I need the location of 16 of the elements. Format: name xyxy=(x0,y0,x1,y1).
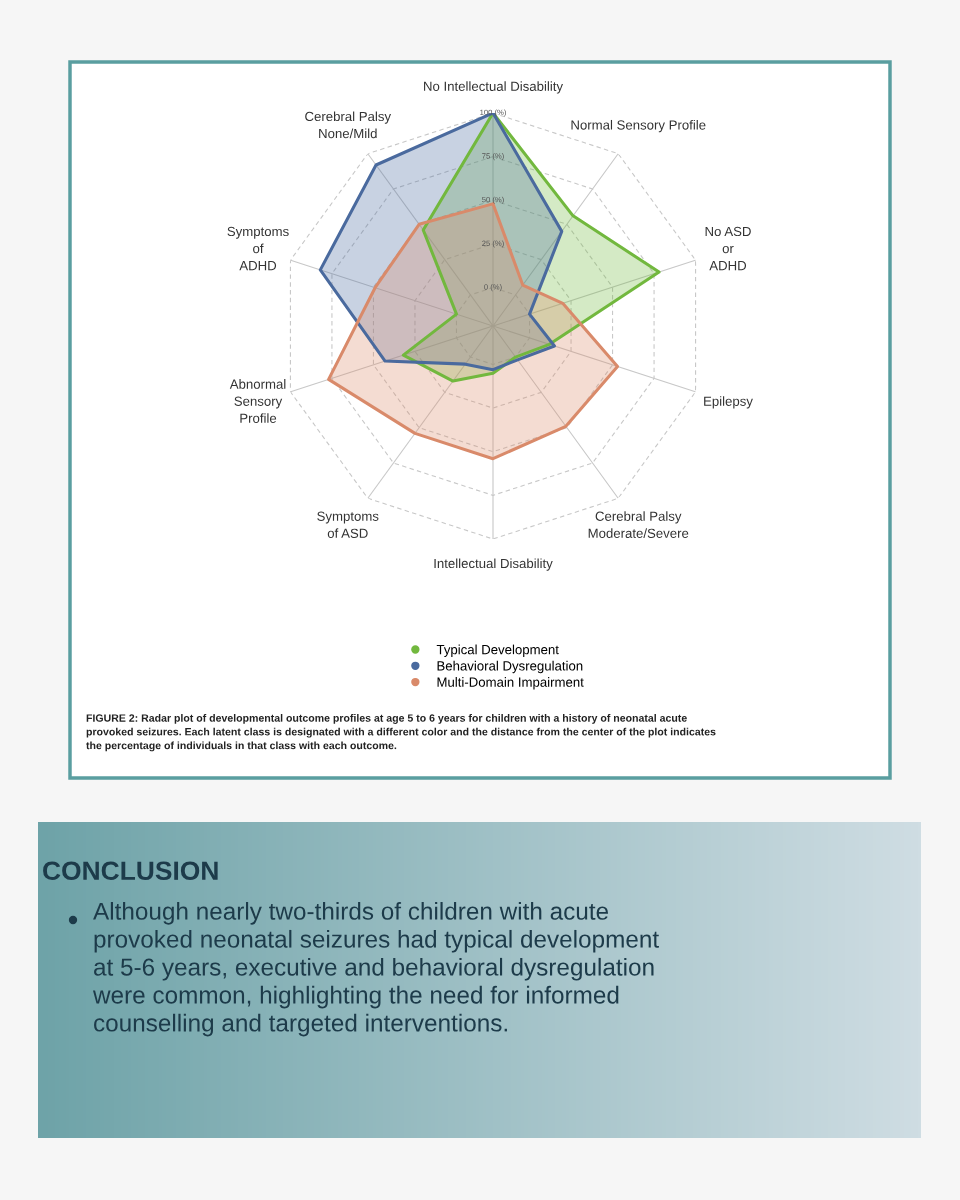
text: Although nearly two-thirds of children with acute provoked neonatal seizures had typical development at 5-6 years, executive and behavioral dysregulation were common, highlighting the need for informed counselling and targeted interventions. xyxy=(92,902,659,1037)
spoke-label: No Intellectual Disability xyxy=(424,81,564,94)
legend-label: Behavioral Dysregulation xyxy=(437,660,583,674)
spoke-label: Cerebral Palsy Moderate/Severe xyxy=(588,511,689,538)
caption: FIGURE 2: Radar plot of developmental outcome profiles at age 5 to 6 years for children with a history of neonatal acute provoked seizures. Each latent class is designated with a different color and the distance from the center of the plot indicates the percentage of individuals in that class with each outcome. xyxy=(86,714,716,752)
text: CONCLUSION xyxy=(43,861,218,881)
spoke-label: Symptoms of ASD xyxy=(317,511,379,538)
spoke-label: No ASD or ADHD xyxy=(705,226,751,271)
spoke-label: Cerebral Palsy None/Mild xyxy=(305,111,392,139)
spoke-label: Abnormal Sensory Profile xyxy=(229,379,286,423)
spoke-label: Normal Sensory Profile xyxy=(571,119,706,133)
legend-label: Multi-Domain Impairment xyxy=(437,677,584,690)
spoke-label: Intellectual Disability xyxy=(434,558,553,571)
spoke-label: Symptoms of ADHD xyxy=(227,226,289,271)
legend-label: Typical Development xyxy=(436,644,559,657)
spoke-label: Epilepsy xyxy=(704,396,753,409)
